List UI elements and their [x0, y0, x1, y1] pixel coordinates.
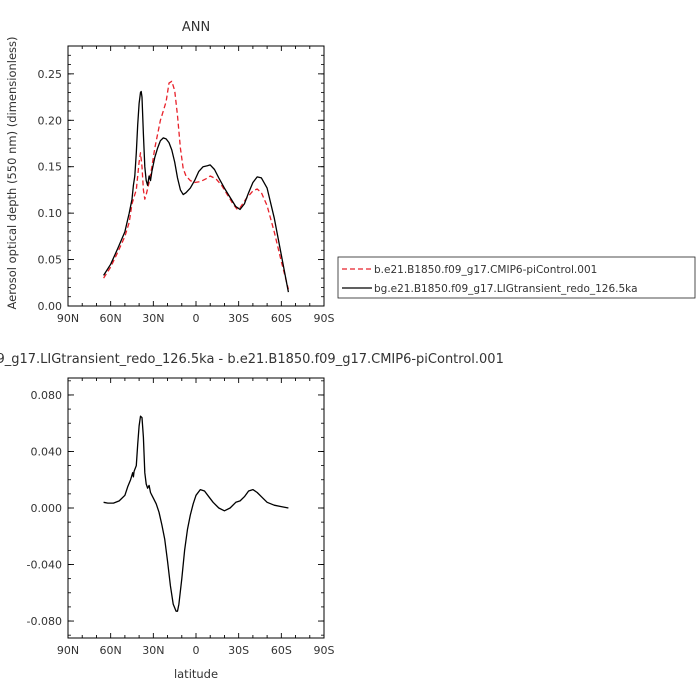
- top-x-tick-label: 60S: [271, 312, 292, 325]
- bottom-y-tick-label: -0.040: [27, 559, 62, 572]
- bottom-y-tick-label: 0.080: [31, 389, 63, 402]
- bottom-x-tick-label: 90N: [57, 644, 79, 657]
- top-x-tick-label: 90N: [57, 312, 79, 325]
- bottom-x-tick-label: 30N: [142, 644, 164, 657]
- top-panel-title: ANN: [182, 20, 210, 35]
- top-y-tick-label: 0.25: [38, 68, 63, 81]
- bottom-x-tick-label: 0: [193, 644, 200, 657]
- bottom-plot-area: 90N 60N 30N 0 30S 60S 90S 0.080 0.040 0.000 -0.040…: [27, 377, 335, 657]
- top-panel-y-axis-label: Aerosol optical depth (550 nm) (dimensio…: [5, 36, 19, 309]
- top-x-tick-label: 90S: [314, 312, 335, 325]
- top-y-tick-label: 0.05: [38, 254, 63, 267]
- top-y-tick-label: 0.10: [38, 207, 63, 220]
- bottom-y-tick-label: 0.000: [31, 502, 63, 515]
- top-plot-area: 90N 60N 30N 0 30S 60S 90S 0.00 0.05 0.10 0.15 0.20 0…: [38, 45, 335, 325]
- bottom-panel-x-axis-label: latitude: [174, 667, 218, 681]
- bottom-x-tick-label: 60S: [271, 644, 292, 657]
- bottom-y-tick-label: 0.040: [31, 445, 63, 458]
- legend-label-LIGtransient: bg.e21.B1850.f09_g17.LIGtransient_redo_1…: [374, 283, 638, 295]
- bottom-panel: bg.e21.B1850.f09_g17.LIGtransient_redo_1…: [0, 352, 504, 681]
- top-y-tick-label: 0.15: [38, 161, 63, 174]
- top-y-tick-label: 0.00: [38, 300, 63, 313]
- top-panel: ANN Aerosol optical depth (550 nm) (dime…: [5, 20, 335, 325]
- top-y-tick-label: 0.20: [38, 114, 63, 127]
- legend-label-piControl: b.e21.B1850.f09_g17.CMIP6-piControl.001: [374, 264, 597, 276]
- top-series-line-1: [103, 90, 290, 293]
- bottom-y-tick-label: -0.080: [27, 615, 62, 628]
- bottom-panel-title: bg.e21.B1850.f09_g17.LIGtransient_redo_1…: [0, 352, 504, 367]
- top-x-tick-label: 30N: [142, 312, 164, 325]
- top-x-tick-label: 60N: [100, 312, 122, 325]
- bottom-x-tick-label: 60N: [100, 644, 122, 657]
- top-series-line-0: [103, 80, 290, 290]
- bottom-x-tick-label: 90S: [314, 644, 335, 657]
- top-x-tick-label: 30S: [228, 312, 249, 325]
- bottom-x-tick-label: 30S: [228, 644, 249, 657]
- legend-box: [337, 256, 696, 299]
- bottom-series-line-0: [103, 415, 289, 612]
- legend: b.e21.B1850.f09_g17.CMIP6-piControl.001 …: [337, 256, 696, 299]
- top-x-tick-label: 0: [193, 312, 200, 325]
